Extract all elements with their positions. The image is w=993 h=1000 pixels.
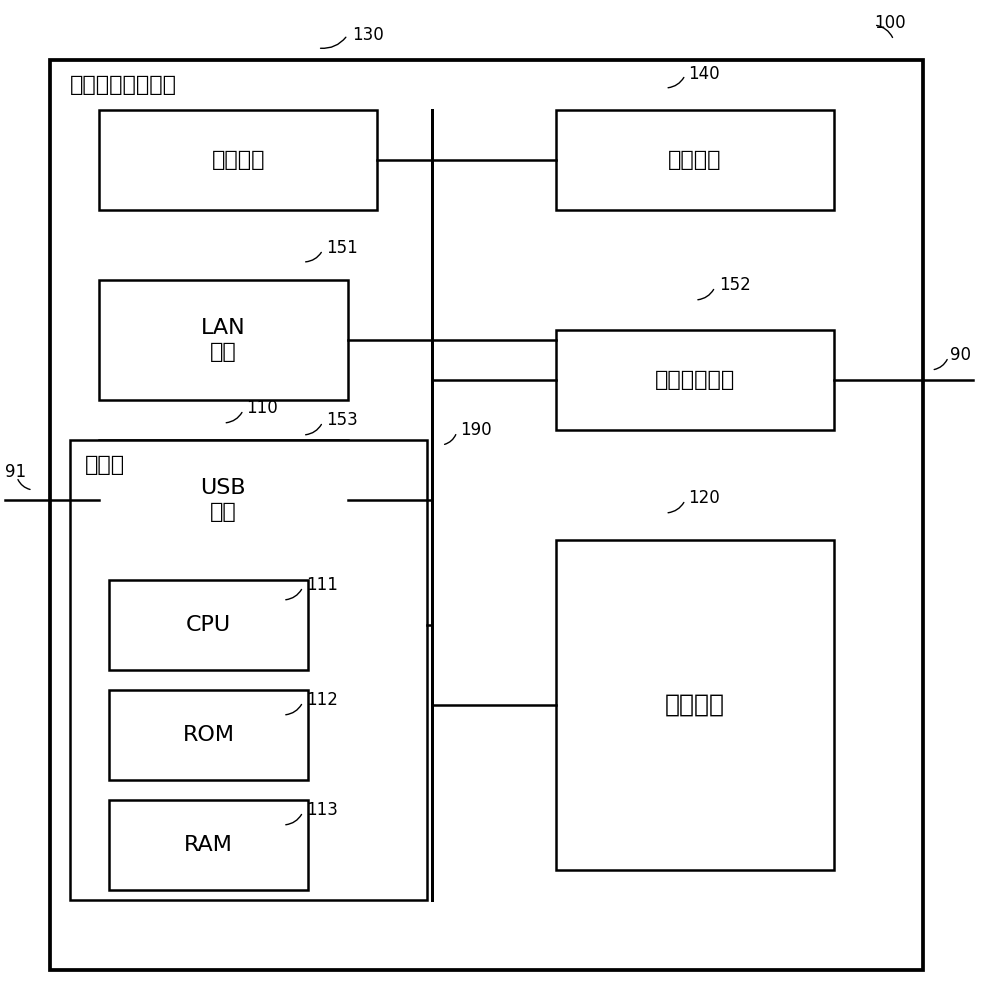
Text: 153: 153 bbox=[326, 411, 357, 429]
FancyBboxPatch shape bbox=[556, 540, 834, 870]
Text: 120: 120 bbox=[688, 489, 720, 507]
Text: 190: 190 bbox=[460, 421, 492, 439]
FancyBboxPatch shape bbox=[99, 280, 348, 400]
Text: 设备仪器接口: 设备仪器接口 bbox=[655, 370, 735, 390]
FancyBboxPatch shape bbox=[109, 690, 308, 780]
Text: 140: 140 bbox=[688, 65, 720, 83]
Text: 130: 130 bbox=[353, 26, 384, 44]
Text: ROM: ROM bbox=[183, 725, 234, 745]
Text: LAN
接口: LAN 接口 bbox=[202, 318, 245, 362]
Text: 111: 111 bbox=[306, 576, 338, 594]
Text: 91: 91 bbox=[5, 463, 26, 481]
FancyBboxPatch shape bbox=[556, 110, 834, 210]
Text: 存储装置: 存储装置 bbox=[665, 693, 725, 717]
FancyBboxPatch shape bbox=[556, 330, 834, 430]
Text: 设备仪器管理装置: 设备仪器管理装置 bbox=[70, 75, 177, 95]
Text: 110: 110 bbox=[246, 399, 278, 417]
Text: 100: 100 bbox=[874, 14, 906, 32]
Text: 112: 112 bbox=[306, 691, 338, 709]
FancyBboxPatch shape bbox=[109, 800, 308, 890]
FancyBboxPatch shape bbox=[50, 60, 923, 970]
Text: 151: 151 bbox=[326, 239, 357, 257]
Text: USB
接口: USB 接口 bbox=[201, 478, 246, 522]
FancyBboxPatch shape bbox=[99, 440, 348, 560]
FancyBboxPatch shape bbox=[99, 110, 377, 210]
Text: 输入装置: 输入装置 bbox=[668, 150, 722, 170]
Text: RAM: RAM bbox=[184, 835, 233, 855]
Text: 113: 113 bbox=[306, 801, 338, 819]
Text: 90: 90 bbox=[950, 346, 971, 364]
FancyBboxPatch shape bbox=[70, 440, 427, 900]
Text: CPU: CPU bbox=[186, 615, 231, 635]
Text: 控制部: 控制部 bbox=[84, 455, 124, 475]
Text: 152: 152 bbox=[719, 276, 751, 294]
Text: 显示装置: 显示装置 bbox=[212, 150, 265, 170]
FancyBboxPatch shape bbox=[109, 580, 308, 670]
